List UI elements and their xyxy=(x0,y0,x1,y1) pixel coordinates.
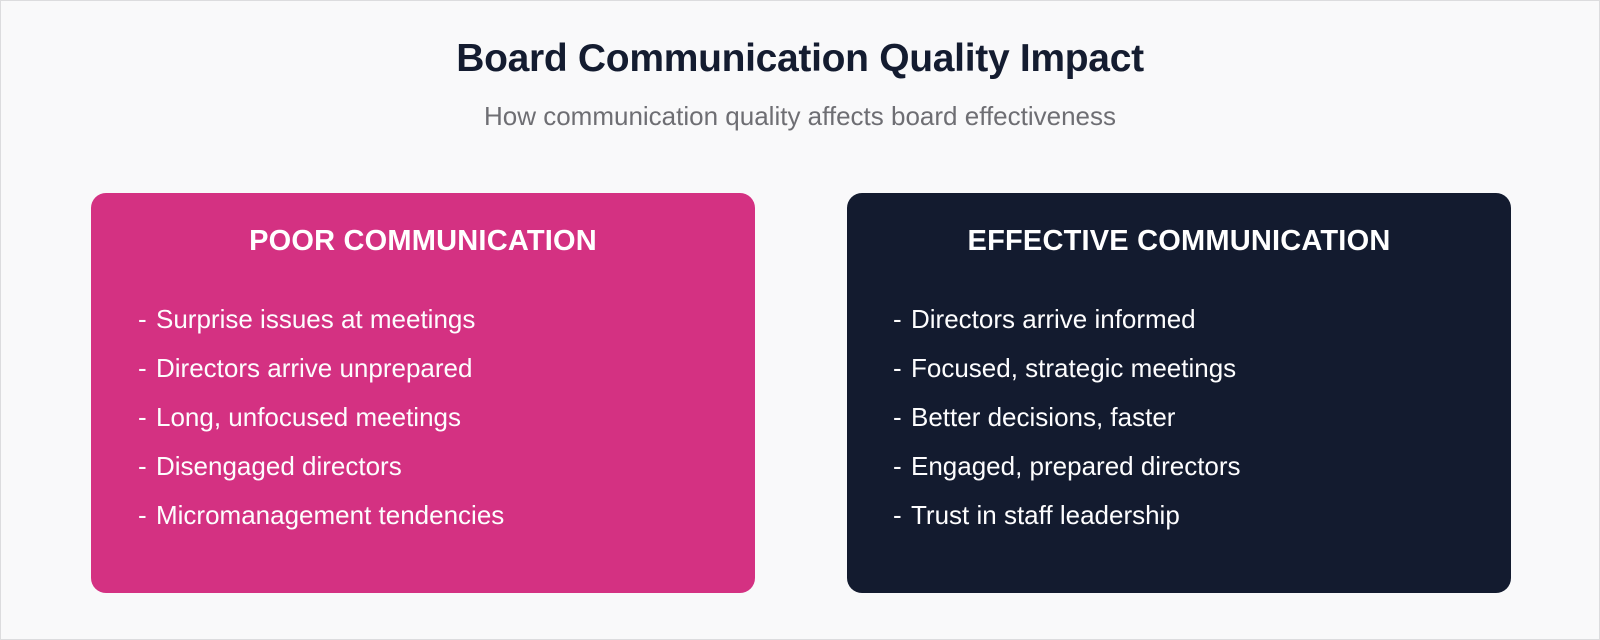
poor-communication-card: POOR COMMUNICATION - Surprise issues at m… xyxy=(91,193,755,593)
dash-bullet-icon: - xyxy=(893,303,902,334)
poor-communication-list: - Surprise issues at meetings - Directors … xyxy=(91,295,755,540)
header: Board Communication Quality Impact How c… xyxy=(1,1,1599,132)
list-item: - Focused, strategic meetings xyxy=(893,344,1511,393)
effective-communication-card-title: EFFECTIVE COMMUNICATION xyxy=(967,225,1391,257)
list-item-label: Trust in staff leadership xyxy=(911,499,1180,530)
effective-communication-list: - Directors arrive informed - Focused, str… xyxy=(847,295,1511,540)
dash-bullet-icon: - xyxy=(893,499,902,530)
list-item: - Surprise issues at meetings xyxy=(138,295,755,344)
list-item: - Engaged, prepared directors xyxy=(893,442,1511,491)
list-item: - Directors arrive informed xyxy=(893,295,1511,344)
list-item-label: Disengaged directors xyxy=(156,450,402,481)
poor-communication-card-title: POOR COMMUNICATION xyxy=(249,225,597,257)
page-subtitle: How communication quality affects board … xyxy=(483,100,1117,131)
list-item-label: Engaged, prepared directors xyxy=(911,450,1241,481)
dash-bullet-icon: - xyxy=(893,450,902,481)
list-item: - Better decisions, faster xyxy=(893,393,1511,442)
effective-communication-card: EFFECTIVE COMMUNICATION - Directors arriv… xyxy=(847,193,1511,593)
list-item: - Disengaged directors xyxy=(138,442,755,491)
dash-bullet-icon: - xyxy=(893,401,902,432)
comparison-cards: POOR COMMUNICATION - Surprise issues at m… xyxy=(91,193,1511,593)
list-item-label: Better decisions, faster xyxy=(911,401,1176,432)
list-item-label: Directors arrive unprepared xyxy=(156,352,473,383)
dash-bullet-icon: - xyxy=(138,450,147,481)
list-item-label: Micromanagement tendencies xyxy=(156,499,505,530)
list-item: - Trust in staff leadership xyxy=(893,491,1511,540)
list-item-label: Surprise issues at meetings xyxy=(156,303,476,334)
dash-bullet-icon: - xyxy=(138,499,147,530)
list-item: - Long, unfocused meetings xyxy=(138,393,755,442)
page-title: Board Communication Quality Impact xyxy=(456,37,1144,80)
list-item: - Directors arrive unprepared xyxy=(138,344,755,393)
list-item-label: Long, unfocused meetings xyxy=(156,401,461,432)
dash-bullet-icon: - xyxy=(138,303,147,334)
dash-bullet-icon: - xyxy=(138,352,147,383)
list-item-label: Directors arrive informed xyxy=(911,303,1196,334)
list-item: - Micromanagement tendencies xyxy=(138,491,755,540)
list-item-label: Focused, strategic meetings xyxy=(911,352,1237,383)
dash-bullet-icon: - xyxy=(138,401,147,432)
dash-bullet-icon: - xyxy=(893,352,902,383)
